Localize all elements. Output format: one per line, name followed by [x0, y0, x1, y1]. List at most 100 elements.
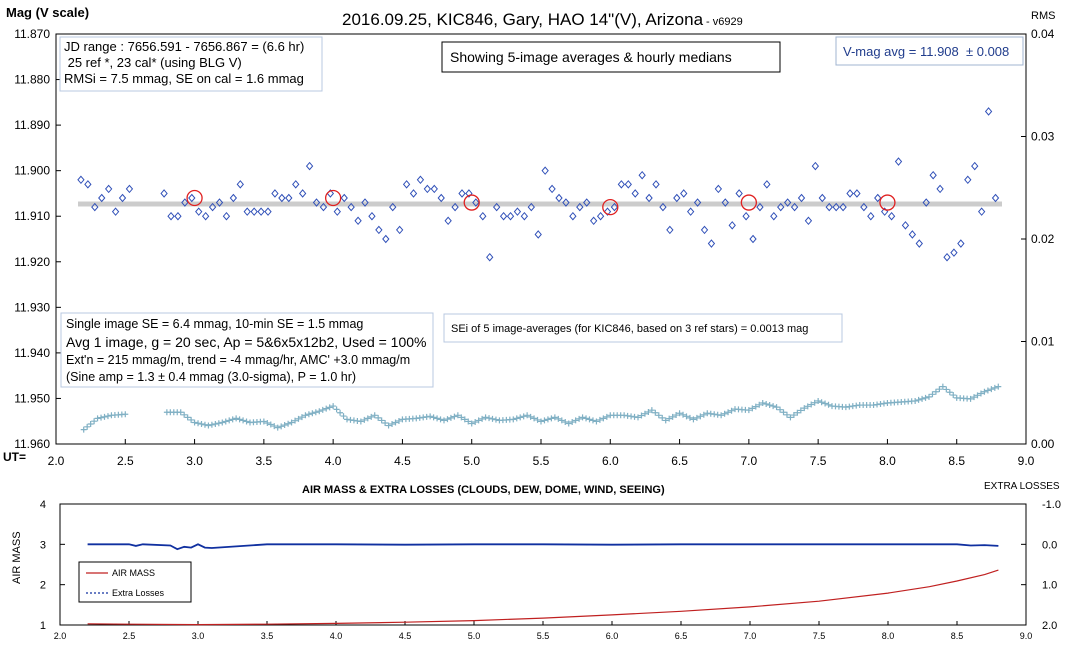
mag-point: [887, 211, 896, 221]
rms-point: [971, 394, 978, 401]
rms-point: [233, 415, 240, 422]
top-x-tick-label: 6.5: [671, 454, 688, 468]
mag-point: [936, 184, 944, 194]
rms-point: [551, 414, 558, 421]
mag-point: [603, 207, 612, 216]
mag-point: [278, 193, 286, 203]
mag-point: [943, 252, 951, 262]
rms-point: [919, 395, 926, 402]
bottom-x-tick-label: 9.0: [1020, 631, 1033, 641]
rms-point: [292, 417, 299, 424]
rms-point: [434, 415, 441, 422]
rms-point: [534, 416, 541, 423]
mag-point: [790, 202, 799, 212]
rms-point: [364, 415, 371, 422]
mag-point: [971, 161, 979, 171]
rms-point: [988, 386, 995, 393]
mag-point: [111, 207, 120, 216]
rms-point: [288, 419, 295, 426]
mag-point: [465, 189, 473, 198]
mag-point: [853, 189, 861, 198]
mag-point: [451, 202, 459, 212]
top-y2-tick-label: 0.04: [1031, 27, 1055, 41]
rms-point: [659, 414, 666, 421]
mag-point: [243, 207, 251, 216]
bottom-title: AIR MASS & EXTRA LOSSES (CLOUDS, DEW, DO…: [302, 484, 665, 496]
extra-losses-line: [87, 543, 999, 551]
bottom-x-tick-label: 5.5: [537, 631, 550, 641]
rms-point: [319, 406, 326, 413]
top-version: - v6929: [706, 16, 743, 28]
top-x-tick-label: 2.5: [117, 454, 134, 468]
rms-point: [201, 421, 208, 428]
rms-point: [486, 415, 493, 422]
mag-point: [292, 180, 300, 189]
mag-point: [735, 189, 743, 198]
bottom-x-tick-label: 8.5: [951, 631, 964, 641]
rms-point: [572, 417, 579, 424]
mag-point: [596, 211, 605, 221]
rms-point: [766, 402, 773, 409]
mag-point: [389, 202, 397, 212]
rms-point: [804, 403, 811, 410]
rms-point: [281, 422, 288, 429]
rms-point: [974, 392, 981, 399]
rms-point: [932, 388, 939, 395]
top-y2-tick-label: 0.00: [1031, 437, 1055, 451]
rms-point: [943, 386, 950, 393]
rms-point: [565, 420, 572, 427]
mag-point: [673, 193, 681, 203]
rms-point: [243, 418, 250, 425]
rms-point: [468, 420, 475, 427]
rms-point: [392, 419, 399, 426]
mag-point: [98, 193, 106, 203]
rms-point: [815, 397, 822, 404]
top-x-tick-label: 5.0: [463, 454, 480, 468]
stats-box: Single image SE = 6.4 mmag, 10-min SE = …: [60, 312, 434, 388]
rms-point: [725, 409, 732, 416]
mag-point: [700, 225, 709, 235]
rms-point: [586, 416, 593, 423]
rms-point: [184, 414, 191, 421]
rms-point: [188, 416, 195, 423]
rms-point: [538, 418, 544, 425]
rms-point: [541, 417, 548, 424]
mag-point: [631, 189, 639, 198]
rms-point: [295, 415, 302, 422]
mag-point: [714, 184, 723, 194]
mag-point: [354, 216, 362, 226]
stats-line-1: Single image SE = 6.4 mmag, 10-min SE = …: [66, 317, 363, 331]
mag-point: [548, 184, 556, 194]
rms-point: [191, 419, 198, 426]
mag-point: [84, 180, 92, 189]
rms-point: [87, 421, 94, 428]
mag-point: [721, 198, 729, 207]
rms-point: [517, 414, 524, 421]
mag-point: [659, 202, 667, 212]
mag-point: [285, 193, 293, 203]
rms-point: [267, 421, 274, 428]
rms-point: [936, 386, 943, 393]
rms-point: [368, 413, 375, 420]
stats-line-3: Ext'n = 215 mmag/m, trend = -4 mmag/hr, …: [66, 353, 410, 367]
median-point: [186, 189, 203, 207]
mag-point: [583, 198, 591, 207]
mag-point: [492, 202, 501, 212]
rms-point: [984, 387, 991, 394]
rms-point: [98, 414, 105, 421]
rms-point: [357, 418, 364, 425]
median-point: [879, 194, 896, 211]
rms-point: [389, 421, 396, 428]
rms-point: [492, 416, 499, 423]
mag-point: [742, 211, 750, 221]
mag-point: [797, 193, 806, 203]
mag-point: [368, 211, 376, 221]
mag-point: [977, 207, 986, 216]
rms-point: [305, 411, 312, 418]
vmag-text: V-mag avg = 11.908 ± 0.008: [843, 44, 1009, 59]
rms-point: [222, 418, 229, 425]
mag-point: [589, 216, 598, 226]
rms-point: [274, 424, 281, 431]
bottom-y-tick-label: 1: [40, 620, 46, 632]
